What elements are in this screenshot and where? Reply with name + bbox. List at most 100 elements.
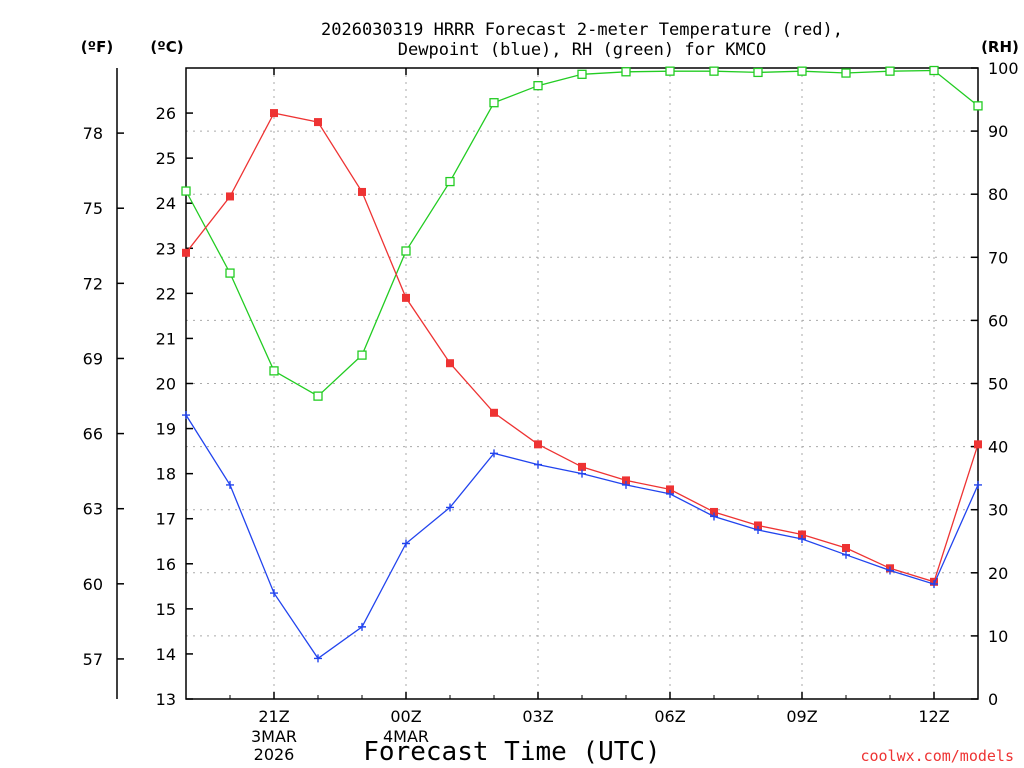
dewpoint-point <box>182 411 190 420</box>
rh-point <box>401 246 411 256</box>
celsius-tick-label: 22 <box>156 284 176 303</box>
rh-tick-label: 40 <box>988 438 1008 457</box>
rh-point <box>181 186 191 196</box>
celsius-tick-label: 19 <box>156 420 176 439</box>
celsius-tick-label: 21 <box>156 329 176 348</box>
chart-title-line-1: 2026030319 HRRR Forecast 2-meter Tempera… <box>321 20 843 40</box>
fahrenheit-tick-label: 57 <box>83 650 103 669</box>
x-tick-label: 03Z <box>522 707 553 726</box>
fahrenheit-unit-label: (ºF) <box>81 38 113 56</box>
x-axis-label: Forecast Time (UTC) <box>363 737 660 767</box>
rh-point <box>841 68 851 78</box>
rh-point <box>753 67 763 78</box>
x-date-label: 3MAR <box>251 727 297 746</box>
rh-point <box>357 350 367 360</box>
dewpoint-point <box>666 489 674 498</box>
2-meter-temperature-point <box>710 507 718 516</box>
dewpoint-plus-mark <box>446 503 454 512</box>
rh-point <box>489 98 499 108</box>
rh-tick-label: 100 <box>988 59 1019 78</box>
2-meter-temperature-series-line <box>185 112 979 583</box>
dewpoint-plus-mark <box>886 566 894 575</box>
2-meter-temperature-point <box>754 521 762 530</box>
dewpoint-plus-mark <box>314 654 322 663</box>
rh-point <box>225 268 235 278</box>
celsius-tick-label: 24 <box>156 194 176 213</box>
rh-point <box>313 391 323 401</box>
celsius-tick-label: 16 <box>156 555 176 574</box>
2-meter-temperature-point <box>534 440 542 449</box>
rh-tick-label: 0 <box>988 690 998 709</box>
2-meter-temperature-point <box>270 109 278 118</box>
rh-point <box>269 366 279 376</box>
dewpoint-point <box>622 480 630 489</box>
2-meter-temperature-point <box>402 293 410 302</box>
rh-point <box>621 67 631 77</box>
dewpoint-point <box>930 580 938 589</box>
dewpoint-plus-mark <box>490 449 498 458</box>
fahrenheit-tick-label: 60 <box>83 575 103 594</box>
dewpoint-series-line <box>185 414 979 660</box>
rh-tick-label: 20 <box>988 564 1008 583</box>
rh-tick-label: 70 <box>988 248 1008 267</box>
dewpoint-plus-mark <box>842 550 850 559</box>
dewpoint-plus-mark <box>270 589 278 598</box>
x-date-label: 2026 <box>254 745 295 764</box>
rh-unit-label: (RH) <box>981 38 1019 56</box>
2-meter-temperature-point <box>446 359 454 368</box>
x-tick-label: 09Z <box>786 707 817 726</box>
2-meter-temperature-point <box>798 530 806 539</box>
dewpoint-point <box>270 589 278 598</box>
fahrenheit-tick-label: 63 <box>83 500 103 519</box>
dewpoint-point <box>446 503 454 512</box>
x-tick-label: 21Z <box>258 707 289 726</box>
rh-tick-label: 80 <box>988 185 1008 204</box>
celsius-tick-label: 23 <box>156 239 176 258</box>
grid-lines <box>186 68 978 699</box>
dewpoint-point <box>578 469 586 478</box>
dewpoint-plus-mark <box>754 525 762 534</box>
dewpoint-plus-mark <box>666 489 674 498</box>
fahrenheit-tick-label: 78 <box>83 124 103 143</box>
axes: 21Z 00Z 03Z 06Z 09Z 12Z3MAR20264MAR0102030405… <box>83 59 1019 764</box>
rh-point <box>445 176 455 187</box>
dewpoint-point <box>974 480 982 489</box>
dewpoint-point <box>226 480 234 489</box>
dewpoint-plus-mark <box>710 512 718 521</box>
rh-tick-label: 60 <box>988 311 1008 330</box>
fahrenheit-tick-label: 66 <box>83 425 103 444</box>
dewpoint-point <box>886 566 894 575</box>
rh-point <box>665 66 675 76</box>
rh-point <box>885 66 895 76</box>
2-meter-temperature-point <box>358 187 366 196</box>
series-layer <box>181 65 983 663</box>
rh-point <box>577 69 587 79</box>
dewpoint-point <box>754 525 762 534</box>
2-meter-temperature-point <box>182 248 190 257</box>
dewpoint-plus-mark <box>226 480 234 489</box>
dewpoint-point <box>490 449 498 458</box>
dewpoint-point <box>314 654 322 663</box>
dewpoint-point <box>358 622 366 631</box>
2-meter-temperature-point <box>974 440 982 449</box>
2-meter-temperature-point <box>842 544 850 553</box>
rh-tick-label: 30 <box>988 501 1008 520</box>
dewpoint-plus-mark <box>974 480 982 489</box>
dewpoint-plus-mark <box>578 469 586 478</box>
dewpoint-plus-mark <box>534 460 542 469</box>
rh-point <box>797 66 807 76</box>
dewpoint-plus-mark <box>622 480 630 489</box>
x-tick-label: 06Z <box>654 707 685 726</box>
2-meter-temperature-point <box>578 462 586 471</box>
x-date-label: 4MAR <box>383 727 429 746</box>
rh-point <box>973 101 983 111</box>
2-meter-temperature-point <box>490 408 498 417</box>
dewpoint-point <box>842 550 850 559</box>
fahrenheit-tick-label: 72 <box>83 274 103 293</box>
celsius-tick-label: 25 <box>156 149 176 168</box>
x-tick-label: 00Z <box>390 707 421 726</box>
celsius-tick-label: 18 <box>156 465 176 484</box>
dewpoint-plus-mark <box>930 580 938 589</box>
dewpoint-point <box>710 512 718 521</box>
